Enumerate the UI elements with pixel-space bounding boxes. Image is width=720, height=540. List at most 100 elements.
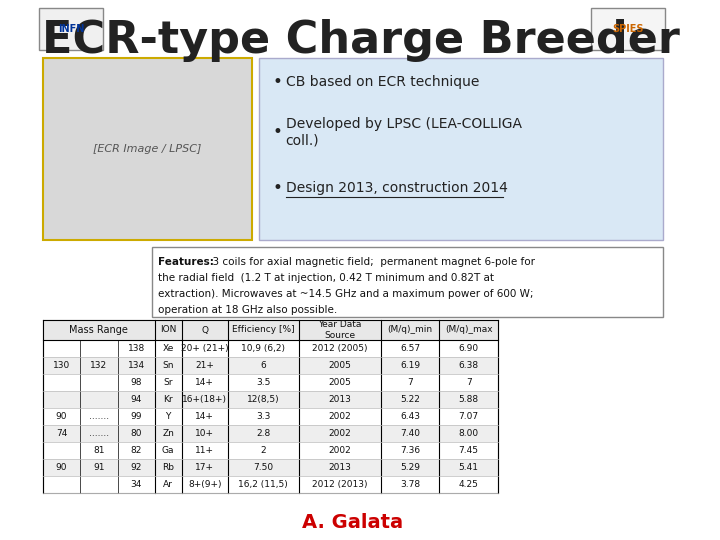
Text: 16+(18+): 16+(18+) <box>182 395 228 404</box>
Text: 132: 132 <box>90 361 107 370</box>
Text: Design 2013, construction 2014: Design 2013, construction 2014 <box>286 181 508 195</box>
Text: 6.90: 6.90 <box>459 344 479 353</box>
FancyBboxPatch shape <box>43 58 252 240</box>
Text: 5.41: 5.41 <box>459 463 479 472</box>
Text: extraction). Microwaves at ~14.5 GHz and a maximum power of 600 W;: extraction). Microwaves at ~14.5 GHz and… <box>158 289 534 299</box>
Text: 3 coils for axial magnetic field;  permanent magnet 6-pole for: 3 coils for axial magnetic field; perman… <box>207 257 536 267</box>
Text: Features:: Features: <box>158 257 215 267</box>
Text: 7: 7 <box>466 378 472 387</box>
Text: 7.50: 7.50 <box>253 463 274 472</box>
Text: Xe: Xe <box>163 344 174 353</box>
Text: (M/q)_max: (M/q)_max <box>445 326 492 334</box>
Bar <box>43 391 498 408</box>
Text: 4.25: 4.25 <box>459 480 479 489</box>
Text: Ga: Ga <box>162 446 174 455</box>
Text: 90: 90 <box>55 463 67 472</box>
Text: ION: ION <box>160 326 176 334</box>
Text: Ar: Ar <box>163 480 173 489</box>
Text: 17+: 17+ <box>195 463 214 472</box>
Text: 5.29: 5.29 <box>400 463 420 472</box>
Text: Year Data
Source: Year Data Source <box>318 320 361 340</box>
Text: Kr: Kr <box>163 395 173 404</box>
Text: the radial field  (1.2 T at injection, 0.42 T minimum and 0.82T at: the radial field (1.2 T at injection, 0.… <box>158 273 495 283</box>
FancyBboxPatch shape <box>590 8 665 50</box>
Text: 2013: 2013 <box>328 395 351 404</box>
Text: 3.3: 3.3 <box>256 412 271 421</box>
Text: (M/q)_min: (M/q)_min <box>387 326 433 334</box>
Text: 2002: 2002 <box>328 446 351 455</box>
Text: 7.36: 7.36 <box>400 446 420 455</box>
Text: Sn: Sn <box>163 361 174 370</box>
Text: 2.8: 2.8 <box>256 429 271 438</box>
Text: 2: 2 <box>261 446 266 455</box>
Text: 5.22: 5.22 <box>400 395 420 404</box>
Text: 82: 82 <box>130 446 142 455</box>
Text: operation at 18 GHz also possible.: operation at 18 GHz also possible. <box>158 305 338 315</box>
Text: 130: 130 <box>53 361 70 370</box>
Text: 7.45: 7.45 <box>459 446 479 455</box>
Text: Efficiency [%]: Efficiency [%] <box>232 326 294 334</box>
Text: 81: 81 <box>93 446 104 455</box>
Text: 10,9 (6,2): 10,9 (6,2) <box>241 344 285 353</box>
Text: 16,2 (11,5): 16,2 (11,5) <box>238 480 288 489</box>
Text: ECR-type Charge Breeder: ECR-type Charge Breeder <box>42 18 680 62</box>
Text: Rb: Rb <box>162 463 174 472</box>
Text: 2002: 2002 <box>328 412 351 421</box>
Bar <box>43 459 498 476</box>
Text: 7.07: 7.07 <box>459 412 479 421</box>
Text: Developed by LPSC (LEA-COLLIGA
coll.): Developed by LPSC (LEA-COLLIGA coll.) <box>286 117 521 147</box>
Text: 2002: 2002 <box>328 429 351 438</box>
Text: 2012 (2013): 2012 (2013) <box>312 480 367 489</box>
Text: 7.40: 7.40 <box>400 429 420 438</box>
Text: •: • <box>272 123 282 141</box>
Bar <box>43 320 498 340</box>
Text: 94: 94 <box>130 395 142 404</box>
Text: 20+ (21+): 20+ (21+) <box>181 344 228 353</box>
Text: 3.78: 3.78 <box>400 480 420 489</box>
Text: 12(8,5): 12(8,5) <box>247 395 279 404</box>
Bar <box>43 425 498 442</box>
Bar <box>43 357 498 374</box>
Text: CB based on ECR technique: CB based on ECR technique <box>286 75 479 89</box>
Text: 6.57: 6.57 <box>400 344 420 353</box>
Text: 3.5: 3.5 <box>256 378 271 387</box>
Text: 138: 138 <box>127 344 145 353</box>
Text: 2005: 2005 <box>328 361 351 370</box>
Text: .......: ....... <box>89 412 109 421</box>
Text: 2012 (2005): 2012 (2005) <box>312 344 367 353</box>
Text: 134: 134 <box>127 361 145 370</box>
Text: 2005: 2005 <box>328 378 351 387</box>
Text: 8.00: 8.00 <box>459 429 479 438</box>
Text: 21+: 21+ <box>195 361 214 370</box>
Text: 99: 99 <box>130 412 142 421</box>
Text: 6: 6 <box>261 361 266 370</box>
Text: 34: 34 <box>130 480 142 489</box>
Text: 90: 90 <box>55 412 67 421</box>
FancyBboxPatch shape <box>152 247 663 317</box>
Text: 98: 98 <box>130 378 142 387</box>
Text: INFN: INFN <box>58 24 84 34</box>
Text: •: • <box>272 73 282 91</box>
Text: Q: Q <box>201 326 208 334</box>
Text: 92: 92 <box>130 463 142 472</box>
Text: Mass Range: Mass Range <box>69 325 128 335</box>
FancyBboxPatch shape <box>40 8 103 50</box>
Text: [ECR Image / LPSC]: [ECR Image / LPSC] <box>93 144 201 154</box>
Text: .......: ....... <box>89 429 109 438</box>
Text: •: • <box>272 179 282 197</box>
Text: SPIES: SPIES <box>612 24 644 34</box>
Text: 14+: 14+ <box>195 412 214 421</box>
Text: 6.38: 6.38 <box>459 361 479 370</box>
Text: Sr: Sr <box>163 378 173 387</box>
Text: 14+: 14+ <box>195 378 214 387</box>
Text: 2013: 2013 <box>328 463 351 472</box>
Bar <box>43 320 498 493</box>
Text: 74: 74 <box>56 429 67 438</box>
Text: 6.43: 6.43 <box>400 412 420 421</box>
Text: 7: 7 <box>408 378 413 387</box>
Text: 6.19: 6.19 <box>400 361 420 370</box>
Text: 10+: 10+ <box>195 429 214 438</box>
Text: 8+(9+): 8+(9+) <box>188 480 222 489</box>
Text: 11+: 11+ <box>195 446 214 455</box>
Text: Y: Y <box>166 412 171 421</box>
